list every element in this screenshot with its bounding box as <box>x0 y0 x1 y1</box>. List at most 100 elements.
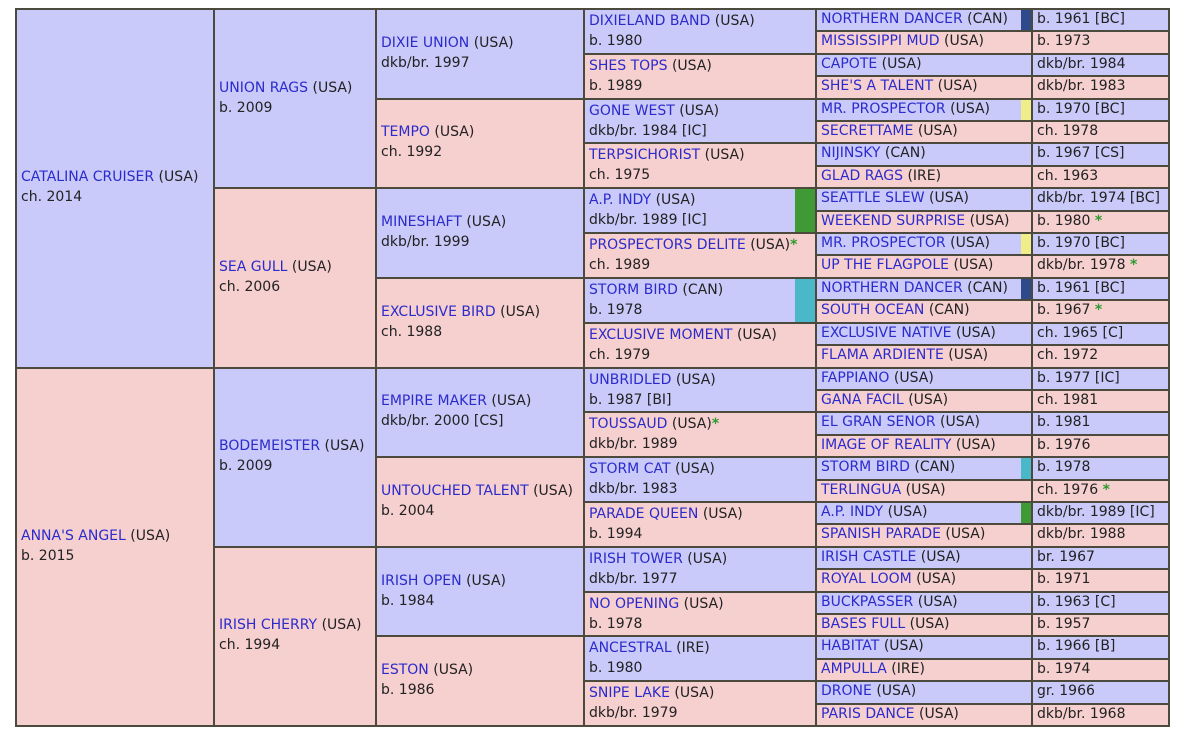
horse-name[interactable]: EL GRAN SENOR <box>821 414 936 431</box>
horse-name[interactable]: GANA FACIL <box>821 391 904 408</box>
horse-name[interactable]: IRISH OPEN <box>381 572 462 589</box>
horse-name[interactable]: SPANISH PARADE <box>821 526 941 543</box>
horse-name[interactable]: STORM BIRD <box>589 281 678 298</box>
horse-name[interactable]: IRISH CHERRY <box>219 617 318 634</box>
horse-info: dkb/br. 1989 [IC] <box>589 212 707 229</box>
horse-name[interactable]: SOUTH OCEAN <box>821 302 925 319</box>
horse-name[interactable]: UP THE FLAGPOLE <box>821 257 949 274</box>
name-line: TOUSSAUD (USA)* <box>589 414 811 434</box>
horse-name[interactable]: ANCESTRAL <box>589 640 672 657</box>
horse-name[interactable]: PARADE QUEEN <box>589 505 699 522</box>
horse-name[interactable]: SHES TOPS <box>589 57 668 74</box>
horse-name[interactable]: BODEMEISTER <box>219 438 321 455</box>
horse-origin: (USA) <box>655 192 696 209</box>
horse-name[interactable]: GLAD RAGS <box>821 167 904 184</box>
horse-name[interactable]: UNTOUCHED TALENT <box>381 482 529 499</box>
duplicate-marker <box>1021 99 1031 120</box>
horse-name[interactable]: BUCKPASSER <box>821 593 914 610</box>
horse-cell: EXCLUSIVE MOMENT (USA) ch. 1979 <box>583 321 817 369</box>
horse-origin: (USA) <box>674 685 715 702</box>
horse-origin: (USA) <box>466 572 506 589</box>
horse-name[interactable]: HABITAT <box>821 638 880 655</box>
horse-cell: ANNA'S ANGEL (USA) b. 2015 <box>15 366 215 727</box>
horse-name[interactable]: MR. PROSPECTOR <box>821 235 946 252</box>
horse-origin: (USA) <box>955 436 996 453</box>
horse-origin: (USA) <box>491 393 532 410</box>
name-line: ANCESTRAL (IRE) <box>589 638 811 658</box>
name-line: CATALINA CRUISER (USA) <box>21 167 209 187</box>
name-line: IRISH OPEN (USA) <box>381 571 579 591</box>
horse-info: b. 2009 <box>219 99 273 116</box>
info-cell: dkb/br. 1989 [IC] <box>1031 500 1170 526</box>
horse-info: b. 1967 [CS] <box>1037 145 1125 162</box>
horse-name[interactable]: GONE WEST <box>589 102 675 119</box>
horse-name[interactable]: WEEKEND SURPRISE <box>821 212 966 229</box>
horse-name[interactable]: STORM BIRD <box>821 459 910 476</box>
horse-info: b. 1994 <box>589 525 643 542</box>
horse-name[interactable]: TERPSICHORIST <box>589 147 701 164</box>
horse-name[interactable]: MR. PROSPECTOR <box>821 100 946 117</box>
horse-origin: (USA) <box>683 595 724 612</box>
horse-name[interactable]: NORTHERN DANCER <box>821 11 963 27</box>
horse-origin: (USA) <box>433 662 474 679</box>
horse-cell: NO OPENING (USA) b. 1978 <box>583 590 817 638</box>
horse-name[interactable]: A.P. INDY <box>589 192 652 209</box>
horse-name[interactable]: SHE'S A TALENT <box>821 78 934 95</box>
horse-cell: SPANISH PARADE (USA) <box>815 523 1033 548</box>
horse-name[interactable]: ANNA'S ANGEL <box>21 527 126 544</box>
horse-name[interactable]: SEA GULL <box>219 258 288 275</box>
horse-origin: (USA) <box>905 481 946 498</box>
horse-name[interactable]: STORM CAT <box>589 461 671 478</box>
horse-name[interactable]: EMPIRE MAKER <box>381 393 487 410</box>
info-cell: b. 1963 [C] <box>1031 590 1170 615</box>
horse-name[interactable]: NO OPENING <box>589 595 680 612</box>
horse-cell: UNION RAGS (USA) b. 2009 <box>213 8 377 190</box>
horse-name[interactable]: IMAGE OF REALITY <box>821 436 952 453</box>
horse-name[interactable]: TERLINGUA <box>821 481 902 498</box>
horse-name[interactable]: ROYAL LOOM <box>821 571 912 588</box>
horse-name[interactable]: DIXIE UNION <box>381 34 470 51</box>
horse-name[interactable]: TEMPO <box>381 124 430 141</box>
horse-name[interactable]: DIXIELAND BAND <box>589 13 711 29</box>
horse-name[interactable]: AMPULLA <box>821 660 887 677</box>
horse-info: ch. 1994 <box>219 637 281 654</box>
horse-name[interactable]: MISSISSIPPI MUD <box>821 33 940 50</box>
horse-cell: BUCKPASSER (USA) <box>815 590 1033 615</box>
horse-name[interactable]: CATALINA CRUISER <box>21 169 155 186</box>
name-line: A.P. INDY (USA) <box>821 503 1027 521</box>
info-cell: ch. 1976 * <box>1031 478 1170 503</box>
horse-origin: (USA) <box>940 414 980 431</box>
horse-cell: ANCESTRAL (IRE) b. 1980 <box>583 635 817 683</box>
name-line: PARIS DANCE (USA) <box>821 705 1027 723</box>
horse-name[interactable]: EXCLUSIVE BIRD <box>381 303 496 320</box>
name-line: TEMPO (USA) <box>381 122 579 142</box>
horse-origin: (USA) <box>953 257 994 274</box>
horse-name[interactable]: BASES FULL <box>821 615 906 632</box>
horse-name[interactable]: SECRETTAME <box>821 123 914 140</box>
horse-name[interactable]: EXCLUSIVE NATIVE <box>821 324 952 341</box>
horse-name[interactable]: SNIPE LAKE <box>589 685 670 702</box>
horse-name[interactable]: FAPPIANO <box>821 369 890 386</box>
horse-name[interactable]: UNION RAGS <box>219 79 309 96</box>
horse-name[interactable]: IRISH TOWER <box>589 550 683 567</box>
horse-name[interactable]: CAPOTE <box>821 55 878 72</box>
name-line: DIXIELAND BAND (USA) <box>589 11 811 31</box>
horse-name[interactable]: NIJINSKY <box>821 145 881 162</box>
horse-name[interactable]: FLAMA ARDIENTE <box>821 347 944 364</box>
horse-name[interactable]: EXCLUSIVE MOMENT <box>589 326 733 343</box>
horse-cell: SOUTH OCEAN (CAN) <box>815 299 1033 324</box>
horse-origin: (USA) <box>944 33 984 50</box>
horse-name[interactable]: IRISH CASTLE <box>821 548 917 565</box>
horse-name[interactable]: ESTON <box>381 662 429 679</box>
horse-name[interactable]: PROSPECTORS DELITE <box>589 237 746 254</box>
horse-name[interactable]: NORTHERN DANCER <box>821 279 963 296</box>
horse-cell: IRISH OPEN (USA) b. 1984 <box>375 545 585 638</box>
horse-name[interactable]: TOUSSAUD <box>589 416 668 433</box>
horse-name[interactable]: DRONE <box>821 683 872 700</box>
horse-name[interactable]: UNBRIDLED <box>589 371 672 388</box>
horse-name[interactable]: A.P. INDY <box>821 503 884 520</box>
horse-name[interactable]: SEATTLE SLEW <box>821 190 925 207</box>
horse-name[interactable]: PARIS DANCE <box>821 705 915 722</box>
info-cell: ch. 1963 <box>1031 164 1170 190</box>
horse-name[interactable]: MINESHAFT <box>381 214 462 231</box>
